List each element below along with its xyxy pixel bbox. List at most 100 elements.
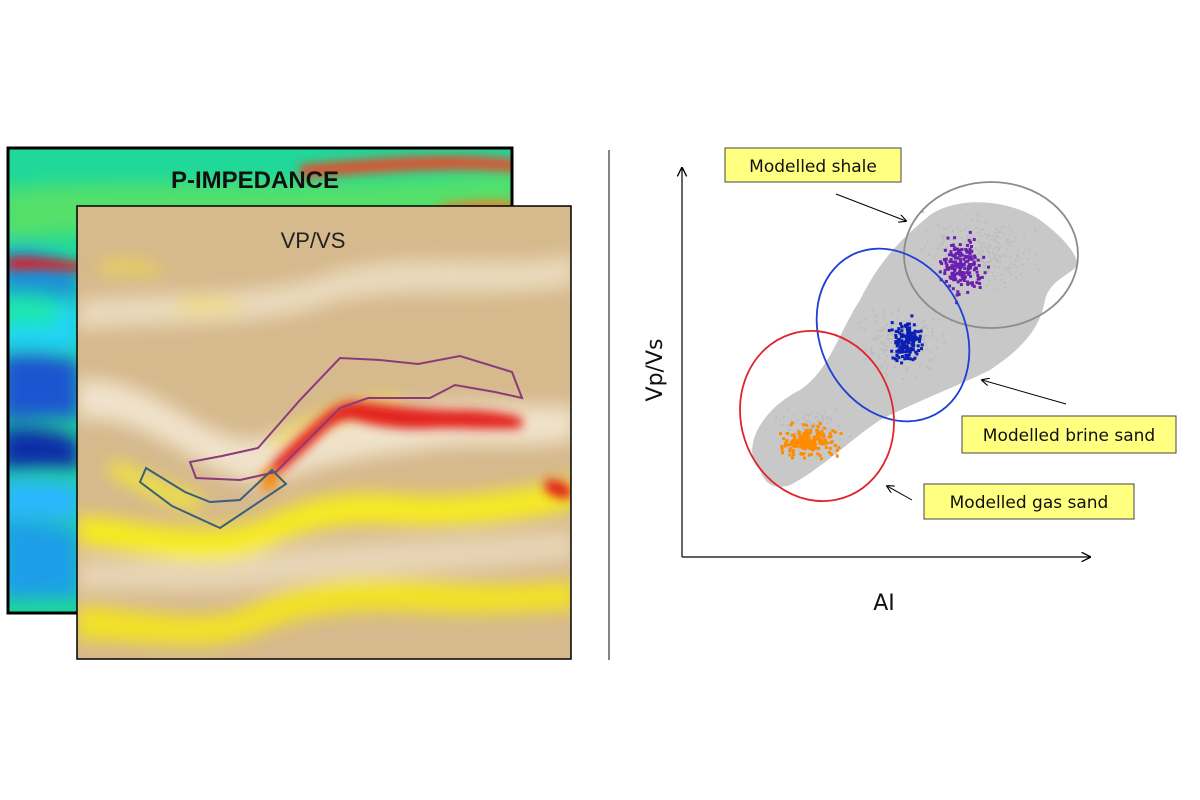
scatter-point: [974, 247, 977, 250]
scatter-point: [977, 241, 980, 243]
scatter-point: [890, 349, 894, 353]
scatter-point: [787, 432, 790, 435]
scatter-point: [968, 271, 972, 275]
scatter-point: [871, 337, 874, 340]
callout-brine: Modelled brine sand: [961, 380, 1177, 454]
scatter-point: [942, 249, 945, 252]
scatter-point: [982, 255, 986, 259]
scatter-point: [972, 268, 976, 272]
scatter-point: [827, 450, 831, 454]
scatter-point: [882, 310, 885, 313]
scatter-point: [998, 255, 1001, 257]
scatter-point: [898, 331, 902, 335]
scatter-point: [923, 336, 926, 339]
scatter-point: [887, 332, 890, 335]
scatter-point: [835, 453, 838, 456]
scatter-point: [947, 253, 951, 257]
scatter-point: [925, 345, 928, 348]
scatter-point: [904, 354, 908, 357]
scatter-point: [906, 332, 910, 336]
scatter-point: [892, 334, 895, 337]
scatter-point: [815, 415, 818, 418]
scatter-point: [774, 421, 777, 423]
scatter-point: [871, 309, 874, 312]
scatter-point: [839, 431, 843, 435]
scatter-point: [967, 246, 970, 249]
scatter-point: [893, 357, 897, 361]
scatter-point: [958, 243, 962, 247]
scatter-point: [880, 335, 883, 338]
scatter-point: [809, 424, 811, 427]
scatter-point: [798, 453, 801, 455]
scatter-point: [905, 340, 909, 344]
scatter-point: [964, 260, 968, 264]
scatter-point: [936, 339, 939, 342]
scatter-point: [907, 353, 911, 357]
scatter-point: [782, 437, 786, 441]
scatter-point: [882, 326, 884, 329]
scatter-point: [997, 247, 999, 250]
scatter-point: [983, 271, 987, 275]
scatter-point: [962, 257, 966, 261]
scatter-point: [982, 250, 985, 253]
scatter-point: [924, 334, 927, 336]
scatter-point: [943, 268, 947, 272]
scatter-point: [901, 378, 904, 380]
vpvs-section-image: [77, 206, 571, 659]
scatter-point: [913, 333, 917, 337]
scatter-point: [895, 323, 898, 326]
scatter-point: [803, 456, 806, 460]
scatter-point: [895, 344, 899, 348]
scatter-point: [926, 348, 929, 351]
callout-gas-arrow: [887, 486, 913, 501]
scatter-point: [1010, 240, 1013, 243]
scatter-point: [972, 284, 976, 288]
scatter-point: [929, 350, 932, 353]
scatter-point: [916, 325, 919, 327]
scatter-point: [808, 431, 812, 434]
scatter-point: [966, 267, 970, 271]
scatter-point: [999, 245, 1002, 248]
scatter-point: [954, 262, 958, 266]
scatter-point: [894, 336, 898, 339]
scatter-point: [976, 258, 980, 262]
scatter-point: [802, 427, 805, 430]
scatter-point: [989, 238, 992, 241]
scatter-point: [1003, 281, 1006, 284]
scatter-point: [966, 243, 969, 247]
scatter-point: [947, 273, 950, 276]
scatter-point: [987, 246, 990, 249]
scatter-point: [969, 266, 972, 270]
scatter-point: [945, 228, 948, 230]
scatter-point: [935, 347, 938, 350]
scatter-point: [805, 445, 809, 449]
scatter-point: [928, 254, 931, 256]
scatter-point: [908, 326, 912, 330]
scatter-point: [796, 439, 800, 443]
scatter-point: [880, 366, 883, 369]
scatter-point: [926, 327, 929, 330]
scatter-point: [993, 232, 996, 235]
scatter-point: [881, 329, 884, 332]
scatter-point: [1007, 238, 1009, 241]
scatter-point: [978, 239, 981, 242]
scatter-point: [911, 355, 914, 358]
scatter-point: [906, 330, 910, 334]
scatter-point: [905, 338, 909, 342]
vpvs-panel: VP/VS: [76, 205, 572, 660]
scatter-point: [961, 243, 964, 246]
scatter-point: [956, 262, 960, 266]
scatter-point: [881, 363, 884, 366]
scatter-point: [953, 267, 957, 271]
scatter-point: [953, 260, 957, 264]
scatter-point: [949, 276, 953, 280]
scatter-point: [818, 434, 822, 438]
scatter-point: [820, 427, 823, 430]
scatter-point: [816, 449, 819, 452]
scatter-point: [820, 425, 823, 428]
scatter-point: [999, 256, 1002, 259]
scatter-point: [984, 233, 986, 235]
scatter-point: [982, 265, 985, 268]
scatter-point: [966, 255, 970, 259]
scatter-point: [932, 358, 935, 361]
